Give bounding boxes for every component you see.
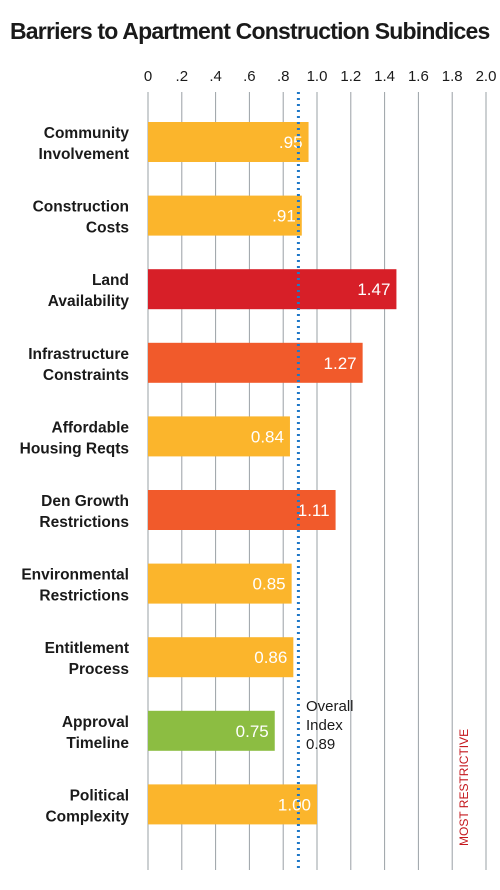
category-label: Community: [44, 125, 130, 142]
x-tick-label: 1.8: [442, 68, 463, 85]
bar-value-label: .95: [279, 133, 303, 152]
bar-value-label: 1.47: [357, 280, 390, 299]
category-label: Affordable: [52, 419, 130, 436]
x-tick-label: .8: [277, 68, 290, 85]
bar: [148, 563, 292, 604]
x-tick-label: 1.2: [340, 68, 361, 85]
bar: [148, 122, 309, 162]
x-tick-label: 1.0: [307, 68, 328, 85]
reference-line-label: Index: [306, 717, 343, 734]
bar: [148, 637, 294, 678]
category-label: Infrastructure: [28, 346, 129, 363]
category-label: Restrictions: [39, 514, 129, 531]
bar: [148, 784, 317, 825]
x-tick-label: 2.0: [476, 68, 497, 85]
x-tick-label: .4: [209, 68, 222, 85]
bar: [148, 269, 397, 310]
category-label: Entitlement: [45, 640, 129, 657]
x-tick-label: 1.4: [374, 68, 395, 85]
x-tick-label: .2: [176, 68, 189, 85]
bar: [148, 195, 302, 236]
category-label: Environmental: [21, 567, 129, 584]
reference-line-label: Overall: [306, 698, 354, 715]
reference-line-label: 0.89: [306, 736, 335, 753]
category-label: Approval: [62, 714, 129, 731]
category-label: Political: [70, 787, 129, 804]
category-label: Costs: [86, 220, 129, 237]
category-label: Complexity: [45, 808, 129, 825]
category-label: Housing Reqts: [20, 440, 129, 457]
bar-value-label: 1.27: [324, 354, 357, 373]
bar-value-label: 0.84: [251, 427, 284, 446]
bar-value-label: 0.75: [236, 722, 269, 741]
most-restrictive-label: MOST RESTRICTIVE: [457, 729, 471, 846]
bar: [148, 490, 336, 530]
category-label: Restrictions: [39, 588, 129, 605]
category-label: Constraints: [43, 367, 129, 384]
bar-value-label: 1.11: [298, 501, 330, 520]
bar-value-label: .91: [272, 207, 296, 226]
category-label: Timeline: [66, 735, 129, 752]
category-label: Involvement: [39, 146, 129, 163]
bar-value-label: 1.00: [278, 795, 311, 814]
bar-value-label: 0.86: [254, 648, 287, 667]
bar: [148, 710, 275, 751]
x-tick-label: 0: [144, 68, 152, 85]
chart-title: Barriers to Apartment Construction Subin…: [10, 18, 490, 44]
category-label: Availability: [48, 293, 130, 310]
category-label: Construction: [33, 199, 129, 216]
x-tick-label: .6: [243, 68, 256, 85]
category-label: Den Growth: [41, 493, 129, 510]
bar: [148, 416, 290, 457]
bar-value-label: 0.85: [253, 575, 286, 594]
category-label: Process: [69, 661, 129, 678]
bar: [148, 342, 363, 383]
category-label: Land: [92, 272, 129, 289]
x-tick-label: 1.6: [408, 68, 429, 85]
